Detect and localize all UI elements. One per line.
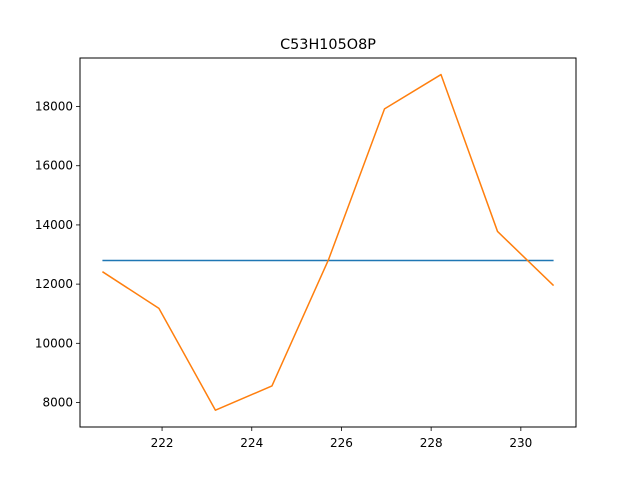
y-tick-label: 18000 — [35, 100, 73, 114]
y-tick-label: 10000 — [35, 336, 73, 350]
y-tick-label: 12000 — [35, 277, 73, 291]
ticks-layer: 222 224 226 228 230 8000 10000 12000 14000 16000 1… — [35, 100, 532, 450]
x-tick-label: 226 — [330, 436, 353, 450]
x-tick-label: 224 — [240, 436, 263, 450]
chart-title: C53H105O8P — [280, 37, 376, 53]
y-tick-label: 8000 — [42, 396, 73, 410]
plot-area-frame — [79, 57, 577, 428]
x-tick-label: 222 — [151, 436, 174, 450]
x-tick-label: 228 — [420, 436, 443, 450]
x-tick-label: 230 — [509, 436, 532, 450]
series-layer — [102, 73, 555, 411]
y-tick-label: 14000 — [35, 218, 73, 232]
y-tick-label: 16000 — [35, 159, 73, 173]
series-line-2 — [102, 73, 555, 411]
